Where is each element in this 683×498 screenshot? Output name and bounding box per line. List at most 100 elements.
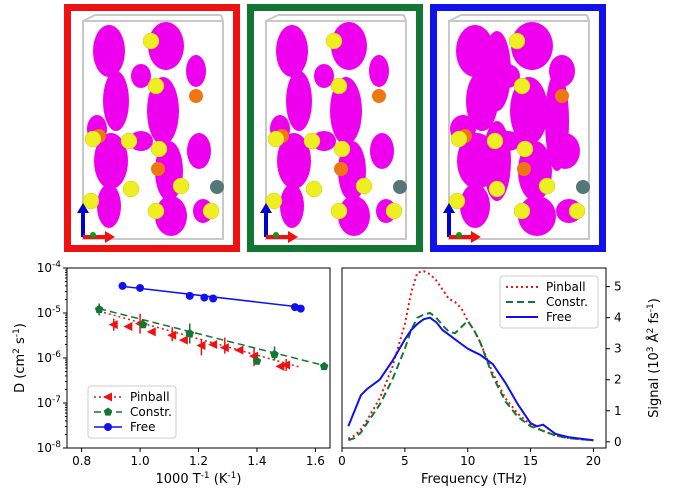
isosurface-blob — [155, 196, 187, 236]
signal-chart: 0 5 10 15 20 0 1 2 3 4 5 Frequency (THz) Signal (103… — [338, 267, 662, 487]
x-tick-label: 1.6 — [306, 454, 325, 468]
data-point — [208, 339, 218, 349]
atom-yellow — [202, 202, 220, 220]
legend-label: Pinball — [130, 390, 170, 404]
data-point — [138, 320, 148, 329]
cell-edge — [403, 14, 407, 22]
atom-yellow — [303, 132, 321, 150]
isosurface-blob — [511, 22, 553, 70]
data-point — [103, 407, 113, 416]
cell-box — [82, 20, 224, 240]
fit-line-constr — [98, 307, 325, 367]
cell-edge — [448, 14, 462, 22]
atom-yellow — [172, 177, 190, 195]
atom-yellow — [516, 140, 534, 158]
y-tick-label: 10-5 — [37, 305, 61, 320]
atom-orange — [151, 162, 165, 176]
data-point — [136, 283, 145, 292]
legend-label: Constr. — [130, 405, 172, 419]
atom-yellow — [488, 180, 506, 198]
y-tick-label: 2 — [614, 373, 622, 387]
data-point — [200, 293, 209, 302]
atom-orange — [189, 89, 203, 103]
cell-edge — [82, 14, 96, 22]
y-tick-label: 10-4 — [37, 260, 62, 275]
y-tick-label: 5 — [614, 280, 622, 294]
data-point — [123, 322, 133, 332]
y-tick-label: 10-6 — [37, 350, 62, 365]
y-axis-label: Signal (103 Å2 fs-1) — [646, 298, 662, 418]
cell-edge — [265, 14, 279, 22]
data-point — [252, 356, 262, 365]
atom-yellow — [267, 130, 285, 148]
data-point — [94, 304, 104, 314]
isosurface-blob — [103, 71, 129, 131]
series-line-pinball — [347, 270, 594, 442]
axis-arrow-z-head — [260, 203, 272, 213]
isosurface-blob — [460, 184, 490, 228]
x-tick-label: 1.2 — [189, 454, 208, 468]
data-point — [185, 329, 194, 338]
atom-orange — [517, 162, 531, 176]
atom-yellow — [147, 202, 165, 220]
atom-yellow — [147, 77, 165, 95]
isosurface-blob — [510, 77, 548, 145]
atom-yellow — [450, 130, 468, 148]
isosurface-blob — [277, 133, 311, 189]
atom-yellow — [84, 130, 102, 148]
legend-label: Free — [546, 310, 571, 324]
axis-arrow-z-head — [77, 203, 89, 213]
isosurface-blob — [276, 25, 308, 77]
x-tick-label: 1.0 — [131, 454, 150, 468]
y-tick-label: 3 — [614, 342, 622, 356]
atom-yellow — [508, 32, 526, 50]
atom-yellow — [513, 202, 531, 220]
data-point — [281, 360, 291, 370]
axis-arrow-y — [456, 232, 462, 238]
atom-yellow — [448, 192, 466, 210]
isosurface-blob — [131, 64, 151, 88]
data-point — [319, 361, 329, 371]
legend-label: Free — [130, 420, 155, 434]
x-tick-label: 10 — [460, 454, 475, 468]
data-point — [104, 423, 112, 431]
data-point — [275, 361, 285, 371]
x-axis-label: 1000 T-1 (K-1) — [156, 471, 242, 487]
y-tick-label: 10-7 — [37, 395, 61, 410]
data-point — [118, 281, 127, 290]
axis-arrow-z-head — [443, 203, 455, 213]
data-point — [234, 345, 244, 355]
cell-edge — [220, 14, 224, 22]
axis-arrow-x-head — [288, 231, 298, 243]
cell-box — [265, 20, 407, 240]
series-line-constr — [347, 311, 594, 442]
data-point — [167, 330, 177, 340]
series-line-free — [347, 316, 594, 442]
isosurface-blob — [286, 71, 312, 131]
isosurface-blob — [93, 25, 125, 77]
x-tick-label: 1.4 — [247, 454, 266, 468]
atom-yellow — [305, 180, 323, 198]
x-tick-label: 0.8 — [72, 454, 91, 468]
fit-line-pinball — [98, 310, 301, 369]
legend-label: Pinball — [546, 280, 586, 294]
atom-gray — [210, 180, 224, 194]
axis-arrow-x-head — [471, 231, 481, 243]
x-axis-label: Frequency (THz) — [421, 472, 527, 487]
data-point — [103, 392, 112, 402]
axis-arrow-x-head — [105, 231, 115, 243]
isosurface-blob — [369, 55, 389, 87]
y-axis-label: D (cm2 s-1) — [12, 323, 28, 393]
isosurface-blob — [97, 184, 121, 228]
x-tick-label: 5 — [401, 454, 409, 468]
data-point — [196, 340, 206, 350]
atom-orange — [555, 89, 569, 103]
data-point — [219, 343, 229, 353]
axis-arrow-y — [90, 232, 96, 238]
isosurface-blob — [186, 55, 206, 87]
isosurface-blob — [314, 64, 334, 88]
y-tick-label: 0 — [614, 435, 622, 449]
data-point — [270, 349, 279, 359]
isosurface-blob — [94, 133, 128, 189]
